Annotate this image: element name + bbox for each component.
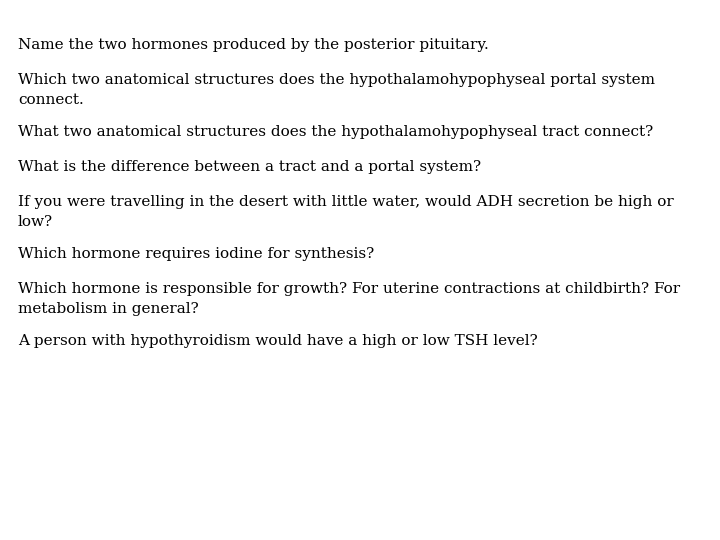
Text: Name the two hormones produced by the posterior pituitary.: Name the two hormones produced by the po… — [18, 38, 489, 52]
Text: What two anatomical structures does the hypothalamohypophyseal tract connect?: What two anatomical structures does the … — [18, 125, 653, 139]
Text: Which hormone requires iodine for synthesis?: Which hormone requires iodine for synthe… — [18, 247, 374, 261]
Text: If you were travelling in the desert with little water, would ADH secretion be h: If you were travelling in the desert wit… — [18, 195, 674, 228]
Text: What is the difference between a tract and a portal system?: What is the difference between a tract a… — [18, 160, 481, 174]
Text: Which two anatomical structures does the hypothalamohypophyseal portal system
co: Which two anatomical structures does the… — [18, 73, 655, 106]
Text: Which hormone is responsible for growth? For uterine contractions at childbirth?: Which hormone is responsible for growth?… — [18, 282, 680, 315]
Text: A person with hypothyroidism would have a high or low TSH level?: A person with hypothyroidism would have … — [18, 334, 538, 348]
